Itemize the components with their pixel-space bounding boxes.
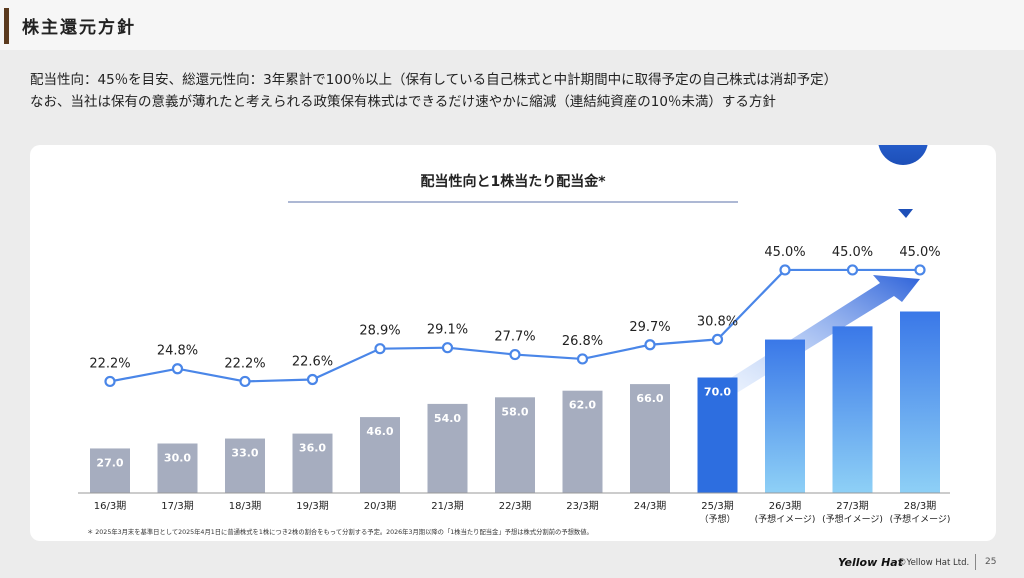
chart-footnote: ＊ 2025年3月末を基準日として2025年4月1日に普通株式を1株につき2株の… [87,527,593,536]
payout-ratio-label: 22.2% [89,356,130,371]
x-tick-label: 23/3期 [566,500,598,512]
payout-ratio-label: 30.8% [697,314,738,329]
dividend-label: 66.0 [636,392,663,405]
company-logo: Yellow Hat [838,556,903,569]
x-tick-label: 16/3期 [94,500,126,512]
x-tick-label: (予想イメージ) [890,513,951,525]
policy-text-line-1: 配当性向：45％を目安、総還元性向：3年累計で100％以上（保有している自己株式… [30,72,838,88]
page-title: 株主還元方針 [22,18,136,38]
chart-card: 配当性向と1株当たり配当金* 27.0 30.0 33.0 36.0 46.0 54.0 5… [30,145,996,541]
chart-title: 配当性向と1株当たり配当金* [420,173,606,190]
badge-unit: % [915,176,925,187]
dividend-bar [360,417,400,493]
dividend-bar [292,433,333,493]
payout-ratio-label: 24.8% [157,344,198,359]
payout-ratio-label: 45.0% [899,245,940,260]
dividend-label: 33.0 [231,447,258,460]
dividend-bar [562,390,603,493]
x-tick-label: 21/3期 [431,500,463,512]
dividend-label: 30.0 [164,452,191,465]
target-badge: 45% 目標 [878,145,928,218]
dividend-label: 27.0 [96,456,123,469]
header-accent-bar [4,8,9,44]
payout-ratio-point [644,339,656,351]
dividend-bar [900,311,940,493]
payout-ratio-label: 45.0% [832,245,873,260]
dividend-bar [697,377,738,493]
dividend-bar [157,443,198,493]
payout-ratio-label: 45.0% [764,245,805,260]
payout-ratio-label: 29.7% [629,320,670,335]
dividend-bar [427,403,468,493]
dividend-label: 70.0 [704,386,731,399]
payout-ratio-label: 29.1% [427,323,468,338]
badge-label: 目標 [898,190,920,204]
dividend-bar [90,448,130,493]
payout-ratio-point [711,333,724,345]
x-tick-label: 28/3期 [904,500,936,512]
x-tick-label: 27/3期 [836,500,868,512]
payout-ratio-label: 26.8% [562,334,603,349]
copyright-text: ©Yellow Hat Ltd. [898,558,970,568]
x-tick-label: 25/3期 [701,500,733,512]
x-tick-label: （予想） [699,513,735,525]
dividend-bar [225,438,265,493]
dividend-label: 36.0 [299,442,326,455]
payout-ratio-point [779,264,791,276]
payout-ratio-point [374,343,386,355]
x-tick-label: 20/3期 [364,500,396,512]
dividend-bar [495,397,535,493]
payout-ratio-label: 22.6% [292,354,333,369]
x-tick-label: 17/3期 [161,500,193,512]
dividend-label: 58.0 [501,405,528,418]
x-tick-label: 19/3期 [296,500,328,512]
dividend-chart: 配当性向と1株当たり配当金* 27.0 30.0 33.0 36.0 46.0 54.0 5… [78,145,951,536]
x-tick-label: 26/3期 [769,500,801,512]
payout-ratio-point [104,375,116,388]
payout-ratio-point [171,363,184,375]
payout-ratio-label: 27.7% [494,330,535,345]
payout-ratio-point [306,373,319,386]
dividend-label: 46.0 [366,425,393,438]
dividend-label: 54.0 [434,412,461,425]
dividend-bar [630,384,670,493]
payout-ratio-point [576,353,589,365]
x-tick-label: (予想イメージ) [822,513,883,525]
svg-text:45%: 45% [893,169,925,188]
payout-ratio-label: 22.2% [224,356,265,371]
payout-ratio-point [509,348,521,361]
page-number: 25 [985,557,997,567]
payout-ratio-point [846,264,859,276]
growth-arrow [707,275,920,399]
x-tick-label: 18/3期 [229,500,261,512]
dividend-bar [765,339,805,493]
payout-ratio-point [239,375,251,388]
badge-value: 45 [893,169,915,188]
dividend-label: 62.0 [569,399,596,412]
payout-ratio-point [914,264,926,276]
policy-text-line-2: なお、当社は保有の意義が薄れたと考えられる政策保有株式はできるだけ速やかに縮減（… [30,94,776,110]
x-tick-label: 24/3期 [634,500,666,512]
footer-divider [975,554,976,570]
header-bar [0,0,1024,50]
payout-ratio-point [441,342,454,354]
dividend-bar [832,326,873,493]
payout-ratio-label: 28.9% [359,324,400,339]
x-tick-label: (予想イメージ) [755,513,816,525]
x-tick-label: 22/3期 [499,500,531,512]
